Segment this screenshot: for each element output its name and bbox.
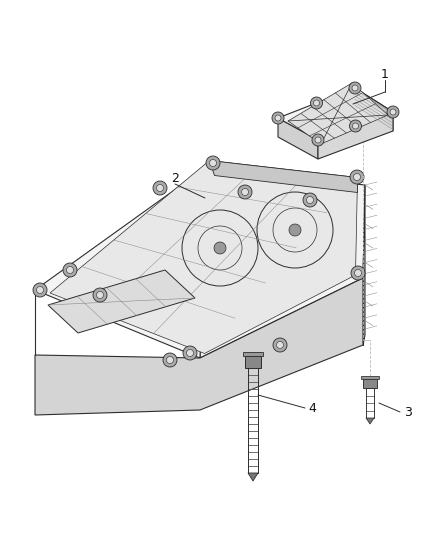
Polygon shape <box>355 88 393 131</box>
Circle shape <box>349 82 361 94</box>
Circle shape <box>273 338 287 352</box>
Polygon shape <box>35 168 205 358</box>
Circle shape <box>33 283 47 297</box>
Circle shape <box>351 266 365 280</box>
Polygon shape <box>363 379 377 388</box>
Circle shape <box>311 97 322 109</box>
Circle shape <box>241 189 248 196</box>
Circle shape <box>354 270 361 277</box>
Text: 1: 1 <box>381 69 389 82</box>
Circle shape <box>303 193 317 207</box>
Polygon shape <box>366 418 374 424</box>
Circle shape <box>183 346 197 360</box>
Polygon shape <box>50 160 357 353</box>
Polygon shape <box>243 352 263 356</box>
Polygon shape <box>48 270 195 333</box>
Polygon shape <box>200 168 365 358</box>
Circle shape <box>153 181 167 195</box>
Circle shape <box>387 106 399 118</box>
Polygon shape <box>245 356 261 368</box>
Circle shape <box>63 263 77 277</box>
Text: 2: 2 <box>171 172 179 184</box>
Circle shape <box>307 197 314 204</box>
Circle shape <box>350 120 361 132</box>
Circle shape <box>390 109 396 115</box>
Polygon shape <box>278 118 318 159</box>
Circle shape <box>353 123 358 129</box>
Polygon shape <box>35 278 363 415</box>
Circle shape <box>166 357 173 364</box>
Text: 3: 3 <box>404 406 412 418</box>
Circle shape <box>67 266 74 273</box>
Circle shape <box>156 184 163 191</box>
Circle shape <box>209 159 216 166</box>
Circle shape <box>206 156 220 170</box>
Circle shape <box>214 242 226 254</box>
Circle shape <box>272 112 284 124</box>
Circle shape <box>315 137 321 143</box>
Text: 4: 4 <box>308 401 316 415</box>
Circle shape <box>276 342 283 349</box>
Polygon shape <box>248 473 258 481</box>
Circle shape <box>238 185 252 199</box>
Circle shape <box>36 287 43 294</box>
Circle shape <box>163 353 177 367</box>
Circle shape <box>350 170 364 184</box>
Circle shape <box>352 85 358 91</box>
Polygon shape <box>363 185 365 345</box>
Circle shape <box>312 134 324 146</box>
Circle shape <box>187 350 194 357</box>
Circle shape <box>275 115 281 121</box>
Polygon shape <box>361 376 379 379</box>
Circle shape <box>314 100 319 106</box>
Circle shape <box>96 292 103 298</box>
Polygon shape <box>278 88 393 140</box>
Polygon shape <box>318 112 393 159</box>
Circle shape <box>289 224 301 236</box>
Circle shape <box>353 174 360 181</box>
Circle shape <box>93 288 107 302</box>
Polygon shape <box>288 83 388 144</box>
Polygon shape <box>209 160 357 192</box>
